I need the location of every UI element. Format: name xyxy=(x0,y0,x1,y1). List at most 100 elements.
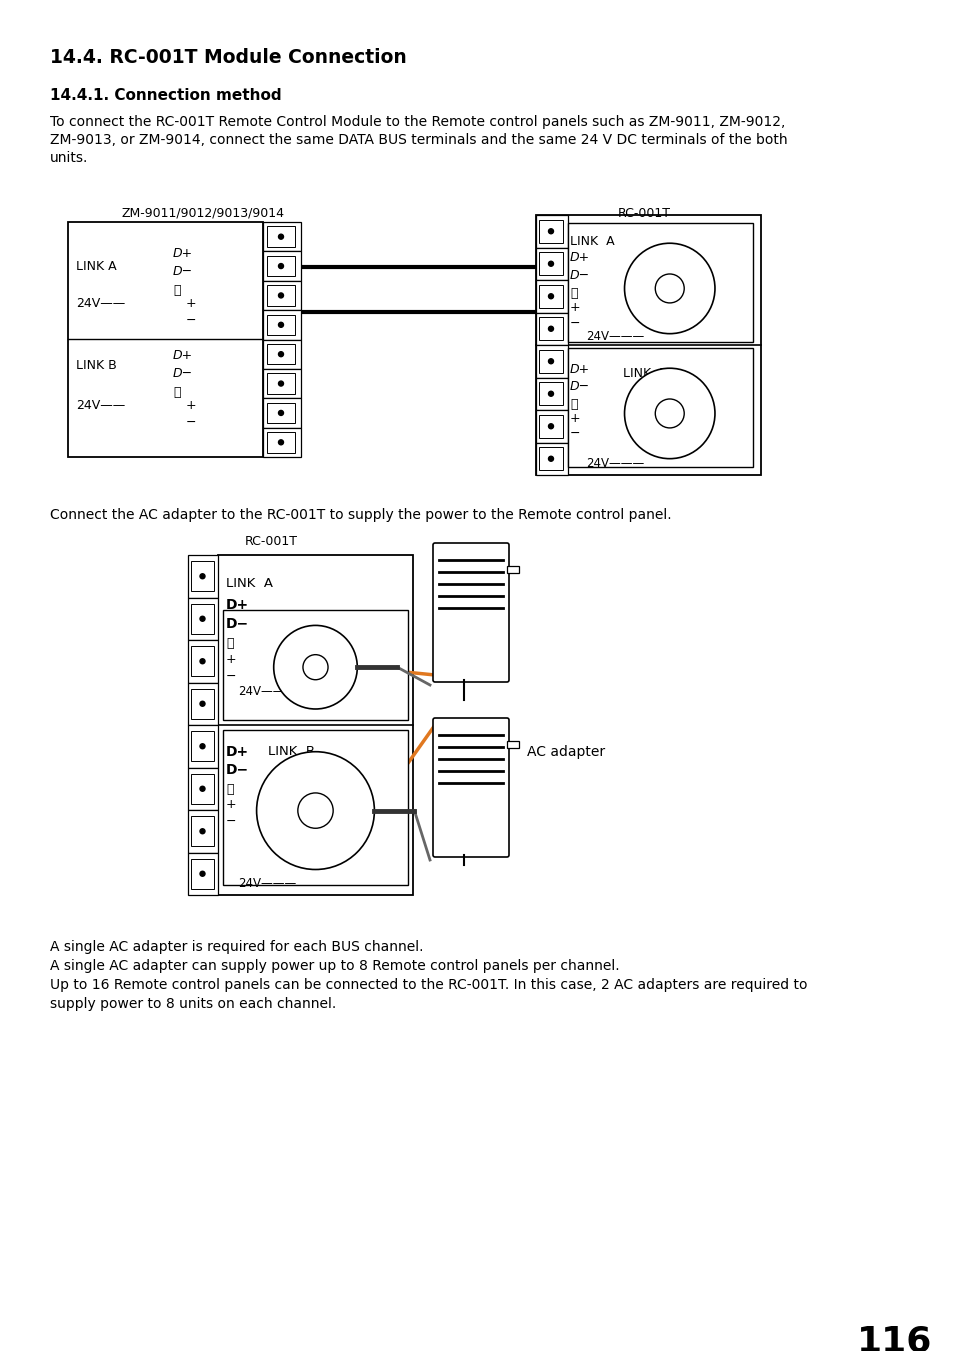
Bar xyxy=(263,399,301,428)
Circle shape xyxy=(200,828,205,834)
Text: ⏛: ⏛ xyxy=(172,284,180,297)
Bar xyxy=(538,447,562,470)
Bar xyxy=(536,215,760,476)
Bar xyxy=(267,345,294,365)
Text: supply power to 8 units on each channel.: supply power to 8 units on each channel. xyxy=(50,997,335,1011)
Bar xyxy=(188,555,218,597)
Bar xyxy=(536,312,567,345)
Text: D−: D− xyxy=(226,617,249,631)
Circle shape xyxy=(548,326,553,331)
Bar xyxy=(263,281,301,311)
Circle shape xyxy=(200,786,205,792)
Bar xyxy=(536,280,567,312)
Text: 116: 116 xyxy=(857,1325,932,1351)
Text: +: + xyxy=(226,798,236,811)
Circle shape xyxy=(548,293,553,299)
Text: D−: D− xyxy=(569,269,590,282)
Text: AC adapter: AC adapter xyxy=(526,744,604,759)
Circle shape xyxy=(278,440,283,444)
Bar xyxy=(223,730,408,885)
Text: +: + xyxy=(569,301,580,313)
FancyBboxPatch shape xyxy=(433,717,509,857)
Bar xyxy=(538,253,562,276)
Circle shape xyxy=(200,701,205,707)
Text: D+: D+ xyxy=(569,363,590,376)
Text: D+: D+ xyxy=(226,598,249,612)
Circle shape xyxy=(256,751,374,870)
Bar xyxy=(267,315,294,335)
Circle shape xyxy=(624,243,714,334)
Text: D+: D+ xyxy=(172,349,193,362)
Bar xyxy=(191,731,213,761)
Bar xyxy=(191,816,213,846)
Text: ⏛: ⏛ xyxy=(569,399,577,411)
Bar xyxy=(263,311,301,339)
Text: To connect the RC-001T Remote Control Module to the Remote control panels such a: To connect the RC-001T Remote Control Mo… xyxy=(50,115,784,128)
Text: LINK  A: LINK A xyxy=(226,577,273,590)
Text: −: − xyxy=(226,670,236,684)
Circle shape xyxy=(278,411,283,416)
Bar xyxy=(506,566,518,573)
Bar xyxy=(267,255,294,277)
Text: D−: D− xyxy=(172,265,193,278)
Bar xyxy=(223,611,408,720)
Bar xyxy=(188,640,218,682)
Text: ZM-9011/9012/9013/9014: ZM-9011/9012/9013/9014 xyxy=(122,207,285,220)
Text: ⏛: ⏛ xyxy=(226,638,233,650)
Bar xyxy=(188,597,218,640)
Bar xyxy=(267,227,294,247)
Circle shape xyxy=(655,274,683,303)
Text: D+: D+ xyxy=(569,251,590,263)
Text: LINK A: LINK A xyxy=(76,259,116,273)
Bar xyxy=(267,285,294,305)
Bar xyxy=(188,811,218,852)
Bar xyxy=(263,428,301,457)
Text: ZM-9013, or ZM-9014, connect the same DATA BUS terminals and the same 24 V DC te: ZM-9013, or ZM-9014, connect the same DA… xyxy=(50,132,787,147)
Circle shape xyxy=(200,616,205,621)
Text: D−: D− xyxy=(569,380,590,393)
Bar xyxy=(263,222,301,251)
Bar xyxy=(567,349,752,467)
Circle shape xyxy=(278,351,283,357)
Circle shape xyxy=(200,574,205,578)
Circle shape xyxy=(624,369,714,459)
Bar xyxy=(536,443,567,476)
Bar xyxy=(188,852,218,894)
Bar xyxy=(191,689,213,719)
Text: +: + xyxy=(186,297,196,309)
Text: −: − xyxy=(226,815,236,828)
Bar xyxy=(188,725,218,767)
Text: −: − xyxy=(569,427,579,440)
Text: ⏛: ⏛ xyxy=(226,784,233,796)
Text: Up to 16 Remote control panels can be connected to the RC-001T. In this case, 2 : Up to 16 Remote control panels can be co… xyxy=(50,978,806,992)
Bar xyxy=(536,247,567,280)
Bar xyxy=(188,682,218,725)
Bar xyxy=(536,215,567,247)
Bar xyxy=(191,604,213,634)
Bar xyxy=(188,767,218,811)
Text: 24V———: 24V——— xyxy=(237,685,296,698)
Text: Connect the AC adapter to the RC-001T to supply the power to the Remote control : Connect the AC adapter to the RC-001T to… xyxy=(50,508,671,521)
Text: 24V———: 24V——— xyxy=(585,330,643,343)
Circle shape xyxy=(200,871,205,877)
Circle shape xyxy=(274,626,357,709)
Bar xyxy=(191,562,213,592)
Bar xyxy=(538,220,562,243)
Circle shape xyxy=(278,263,283,269)
Bar xyxy=(267,432,294,453)
Text: D−: D− xyxy=(226,763,249,777)
Text: +: + xyxy=(226,653,236,666)
Text: A single AC adapter is required for each BUS channel.: A single AC adapter is required for each… xyxy=(50,940,423,954)
Bar xyxy=(538,382,562,405)
Text: D+: D+ xyxy=(172,247,193,259)
Circle shape xyxy=(200,744,205,748)
Text: LINK  B: LINK B xyxy=(268,744,314,758)
Text: −: − xyxy=(569,317,579,330)
Text: −: − xyxy=(186,416,196,430)
Circle shape xyxy=(548,392,553,396)
Bar xyxy=(267,373,294,394)
Text: 14.4.1. Connection method: 14.4.1. Connection method xyxy=(50,88,281,103)
Circle shape xyxy=(278,323,283,327)
Bar xyxy=(536,377,567,409)
Circle shape xyxy=(303,655,328,680)
